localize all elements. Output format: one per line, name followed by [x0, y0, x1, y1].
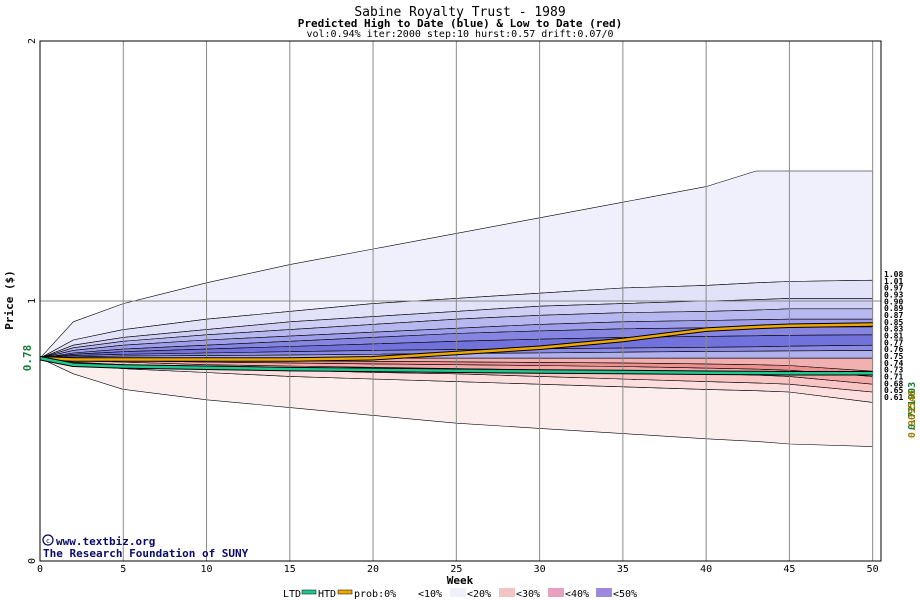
legend-40-label: <40% [565, 589, 589, 600]
legend-ltd-label: LTD [283, 589, 301, 600]
x-tick-50: 50 [867, 564, 879, 575]
y-axis-label: Price ($) [3, 270, 16, 330]
legend-swatch-0 [400, 588, 416, 597]
final-ltd-value: 0.721903 [907, 382, 918, 430]
start-price-label: 0.78 [21, 345, 34, 372]
legend-50-label: <50% [613, 589, 637, 600]
median-line-ltd [39, 356, 873, 375]
right-label-6: 0.87 [884, 311, 903, 320]
y-tick-2: 2 [27, 38, 38, 44]
right-label-9: 0.81 [884, 332, 903, 341]
right-label-18: 0.61 [884, 393, 903, 402]
right-label-12: 0.75 [884, 352, 903, 361]
chart-title: Sabine Royalty Trust - 1989 [354, 5, 565, 20]
legend-20-label: <20% [467, 589, 491, 600]
right-label-15: 0.71 [884, 373, 903, 382]
svg-text:c: c [46, 537, 50, 545]
credit-org: The Research Foundation of SUNY [43, 547, 249, 560]
legend-ltd-swatch [301, 589, 317, 595]
right-label-4: 0.90 [884, 297, 903, 306]
chart-params: vol:0.94% iter:2000 step:10 hurst:0.57 d… [306, 29, 613, 40]
y-tick-1: 1 [27, 298, 38, 304]
x-tick-0: 0 [37, 564, 43, 575]
legend-30-label: <30% [516, 589, 540, 600]
final-htd-value: 0.909548 [907, 390, 918, 438]
x-tick-10: 10 [201, 564, 213, 575]
right-label-11: 0.76 [884, 345, 903, 354]
right-label-13: 0.74 [884, 359, 903, 368]
right-label-16: 0.68 [884, 379, 903, 388]
median-line-htd [39, 323, 873, 361]
plot-frame [39, 40, 882, 562]
x-tick-20: 20 [367, 564, 379, 575]
legend-10-label: <10% [418, 589, 442, 600]
x-tick-15: 15 [284, 564, 296, 575]
right-value-labels: 1.081.010.970.930.900.890.870.850.830.81… [884, 270, 903, 402]
credit-logo-icon: c [42, 534, 54, 546]
x-tick-40: 40 [700, 564, 712, 575]
x-tick-5: 5 [120, 564, 126, 575]
right-label-5: 0.89 [884, 304, 903, 313]
legend-swatch-10 [450, 588, 466, 597]
right-label-7: 0.85 [884, 318, 903, 327]
median-lines [39, 322, 873, 376]
right-label-10: 0.77 [884, 338, 903, 347]
right-label-14: 0.73 [884, 366, 903, 375]
right-label-2: 0.97 [884, 284, 903, 293]
legend-swatch-20 [499, 588, 515, 597]
gridlines [40, 41, 881, 561]
y-tick-0: 0 [27, 558, 38, 564]
x-tick-45: 45 [783, 564, 795, 575]
x-tick-30: 30 [534, 564, 546, 575]
chart-subtitle: Predicted High to Date (blue) & Low to D… [298, 17, 623, 30]
right-label-1: 1.01 [884, 277, 903, 286]
right-label-3: 0.93 [884, 291, 903, 300]
legend-swatch-30 [548, 588, 564, 597]
legend-htd-label: HTD [318, 589, 336, 600]
x-tick-25: 25 [450, 564, 462, 575]
y-tick-labels: 0 1 2 [27, 38, 38, 564]
legend-htd-swatch [337, 589, 353, 595]
x-tick-35: 35 [617, 564, 629, 575]
right-label-17: 0.65 [884, 386, 903, 395]
right-label-0: 1.08 [884, 270, 903, 279]
x-tick-labels: 0 5 10 15 20 25 30 35 40 45 50 [37, 564, 879, 575]
legend-swatch-40 [596, 588, 612, 597]
legend-prob-label: prob:0% [354, 589, 396, 600]
x-axis-label: Week [447, 574, 474, 587]
credit-url: www.textbiz.org [56, 535, 155, 548]
legend: LTD HTD prob:0% <10% <20% <30% <40% <50% [283, 588, 637, 600]
right-label-8: 0.83 [884, 325, 903, 334]
